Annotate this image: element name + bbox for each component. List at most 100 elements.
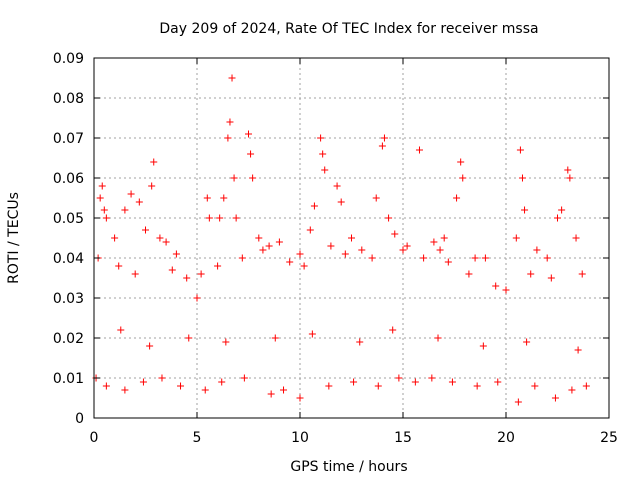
data-point — [205, 214, 213, 222]
data-point — [554, 214, 561, 222]
data-point — [457, 158, 465, 166]
data-point — [350, 378, 358, 386]
data-point — [102, 382, 110, 390]
y-axis-ticks: 0 0.01 0.02 0.03 0.04 0.05 0.06 0.07 0.08 0.09 — [53, 51, 609, 427]
data-point — [193, 294, 201, 302]
y-tick-label: 0.01 — [53, 371, 84, 387]
data-point — [121, 386, 129, 394]
data-point — [358, 246, 366, 254]
data-points — [92, 74, 590, 406]
data-point — [300, 262, 308, 270]
data-point — [121, 206, 129, 214]
y-tick-label: 0 — [75, 411, 84, 427]
data-point — [453, 194, 461, 202]
data-point — [259, 246, 267, 254]
data-point — [514, 398, 522, 406]
data-point — [389, 326, 397, 334]
data-point — [111, 234, 119, 242]
data-point — [267, 390, 275, 398]
data-point — [521, 206, 529, 214]
data-point — [168, 266, 176, 274]
data-point — [523, 338, 531, 346]
data-point — [197, 270, 205, 278]
y-tick-label: 0.03 — [53, 291, 84, 307]
data-point — [306, 226, 314, 234]
y-tick-label: 0.05 — [53, 211, 84, 227]
data-point — [319, 150, 327, 158]
y-tick-label: 0.02 — [53, 331, 84, 347]
data-point — [415, 146, 423, 154]
data-point — [201, 386, 209, 394]
data-point — [333, 182, 341, 190]
data-point — [444, 258, 452, 266]
data-point — [247, 150, 255, 158]
data-point — [255, 234, 263, 242]
data-point — [348, 234, 355, 242]
y-tick-label: 0.07 — [53, 131, 84, 147]
data-point — [403, 242, 411, 250]
data-point — [473, 382, 481, 390]
data-point — [220, 194, 228, 202]
data-point — [420, 254, 428, 262]
data-point — [479, 342, 487, 350]
data-point — [372, 194, 380, 202]
data-point — [430, 238, 438, 246]
data-point — [117, 326, 125, 334]
data-point — [374, 382, 382, 390]
x-axis-ticks: 0 5 10 15 20 25 — [90, 58, 618, 446]
data-point — [265, 242, 273, 250]
data-point — [127, 190, 135, 198]
data-point — [96, 194, 104, 202]
data-point — [547, 274, 555, 282]
data-point — [228, 74, 236, 82]
data-point — [440, 234, 448, 242]
x-tick-label: 5 — [193, 430, 202, 446]
data-point — [232, 214, 240, 222]
data-point — [465, 270, 473, 278]
data-point — [471, 254, 479, 262]
data-point — [98, 182, 106, 190]
data-point — [574, 346, 582, 354]
data-point — [240, 374, 248, 382]
data-point — [238, 254, 246, 262]
data-point — [533, 246, 541, 254]
data-point — [142, 226, 149, 234]
data-point — [150, 158, 158, 166]
data-point — [115, 262, 123, 270]
data-point — [172, 250, 180, 258]
data-point — [337, 198, 345, 206]
data-point — [434, 334, 442, 342]
data-point — [203, 194, 211, 202]
data-point — [216, 214, 224, 222]
data-point — [399, 246, 407, 254]
data-point — [527, 270, 535, 278]
data-point — [518, 174, 526, 182]
x-tick-label: 10 — [291, 430, 309, 446]
y-tick-label: 0.06 — [53, 171, 84, 187]
data-point — [100, 206, 108, 214]
x-axis-label: GPS time / hours — [290, 459, 407, 475]
data-point — [325, 382, 333, 390]
data-point — [564, 166, 572, 174]
data-point — [135, 198, 143, 206]
data-point — [436, 246, 444, 254]
data-point — [271, 334, 279, 342]
data-point — [321, 166, 329, 174]
y-tick-label: 0.04 — [53, 251, 84, 267]
data-point — [391, 230, 399, 238]
data-point — [214, 262, 222, 270]
data-point — [578, 270, 586, 278]
x-tick-label: 20 — [497, 430, 515, 446]
data-point — [481, 254, 489, 262]
x-tick-label: 25 — [600, 430, 618, 446]
data-point — [385, 214, 393, 222]
data-point — [131, 270, 139, 278]
x-tick-label: 0 — [90, 430, 99, 446]
plot-frame — [93, 57, 610, 419]
data-point — [275, 238, 283, 246]
data-point — [566, 174, 574, 182]
data-point — [531, 382, 539, 390]
data-point — [296, 394, 304, 402]
data-point — [224, 134, 232, 142]
